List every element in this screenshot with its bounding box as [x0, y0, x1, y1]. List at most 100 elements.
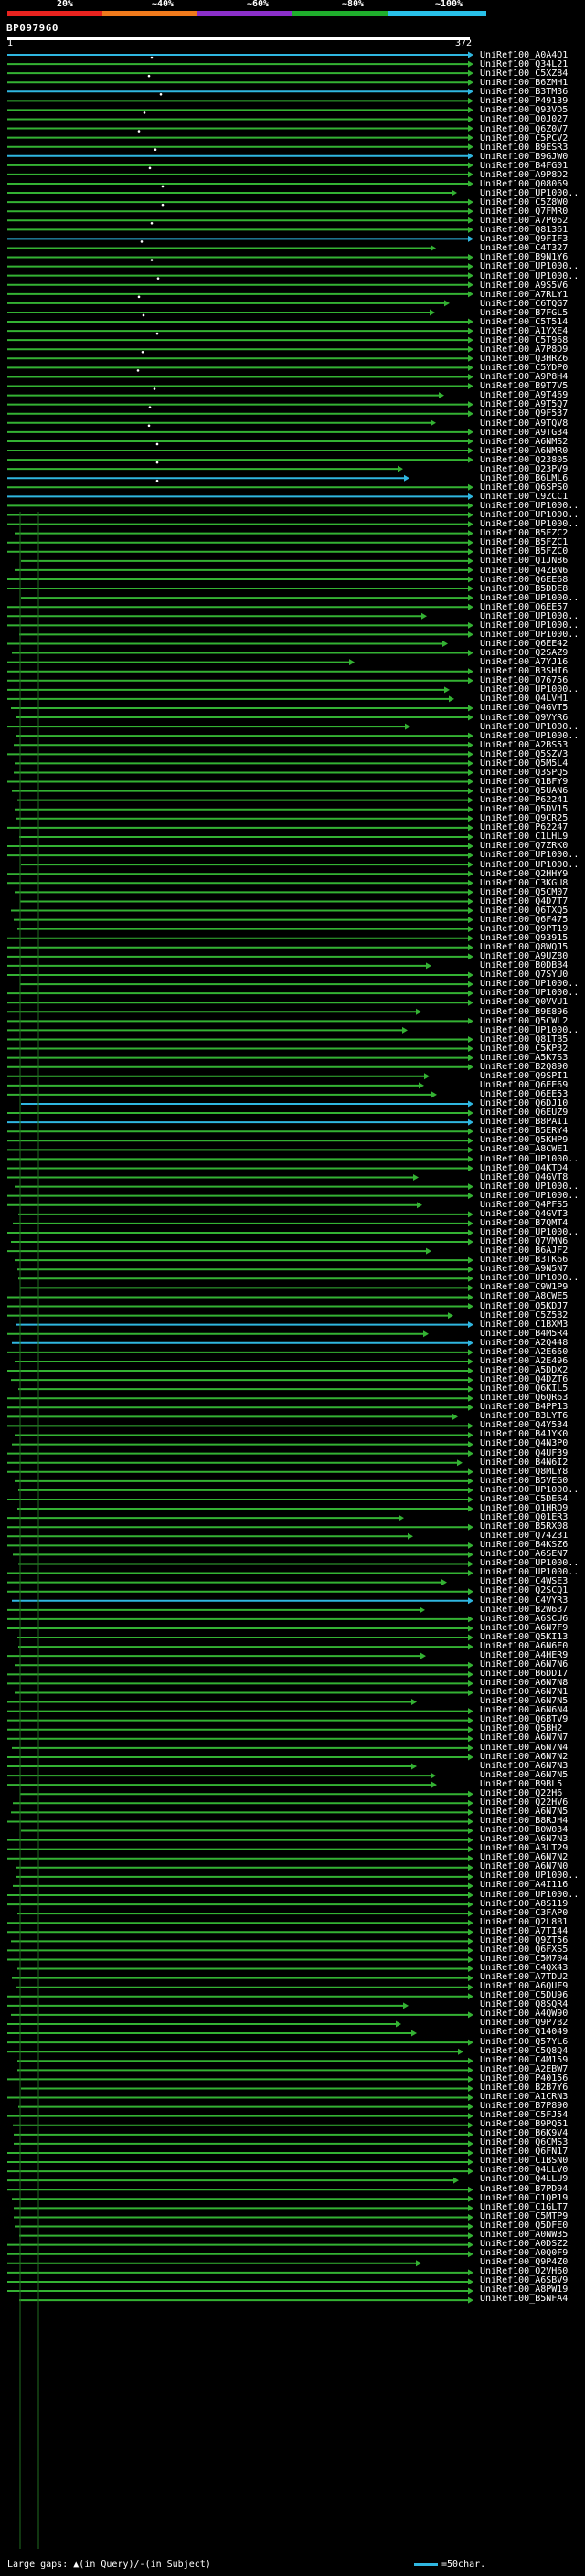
hit-id-label[interactable]: UniRef100_A6N6N4: [480, 1706, 569, 1716]
hit-id-label[interactable]: UniRef100_UP1000..: [480, 630, 580, 640]
hit-id-label[interactable]: UniRef100_A6N6E0: [480, 1641, 569, 1651]
hit-id-label[interactable]: UniRef100_C5Z8W0: [480, 198, 569, 207]
hit-id-label[interactable]: UniRef100_A7YJ16: [480, 658, 569, 668]
hit-id-label[interactable]: UniRef100_C1QP19: [480, 2193, 569, 2203]
hit-id-label[interactable]: UniRef100_Q6FN17: [480, 2147, 569, 2157]
hit-id-label[interactable]: UniRef100_Q7FMR0: [480, 207, 569, 217]
hit-id-label[interactable]: UniRef100_A0Q0F9: [480, 2248, 569, 2258]
hit-id-label[interactable]: UniRef100_B4M5R4: [480, 1329, 569, 1339]
hit-id-label[interactable]: UniRef100_A6N7F9: [480, 1623, 569, 1633]
hit-id-label[interactable]: UniRef100_C5YDP0: [480, 364, 569, 374]
hit-id-label[interactable]: UniRef100_C5T968: [480, 335, 569, 345]
hit-id-label[interactable]: UniRef100_Q6TXQ5: [480, 906, 569, 916]
hit-id-label[interactable]: UniRef100_Q9CR25: [480, 814, 569, 824]
hit-id-label[interactable]: UniRef100_Q14049: [480, 2028, 569, 2038]
hit-id-label[interactable]: UniRef100_B6K9V4: [480, 2129, 569, 2139]
hit-id-label[interactable]: UniRef100_C1BSN0: [480, 2157, 569, 2167]
hit-id-label[interactable]: UniRef100_C1LHL9: [480, 832, 569, 843]
hit-id-label[interactable]: UniRef100_Q0VVU1: [480, 998, 569, 1008]
hit-id-label[interactable]: UniRef100_C4WSE3: [480, 1577, 569, 1587]
hit-id-label[interactable]: UniRef100_Q01ER3: [480, 1512, 569, 1522]
hit-id-label[interactable]: UniRef100_Q6EE68: [480, 575, 569, 585]
hit-id-label[interactable]: UniRef100_UP1000..: [480, 1871, 580, 1882]
hit-id-label[interactable]: UniRef100_A9T469: [480, 391, 569, 401]
hit-id-label[interactable]: UniRef100_Q9P4Z0: [480, 2258, 569, 2267]
hit-id-label[interactable]: UniRef100_C5M704: [480, 1954, 569, 1964]
hit-id-label[interactable]: UniRef100_Q81361: [480, 226, 569, 236]
hit-id-label[interactable]: UniRef100_B9ESR3: [480, 143, 569, 153]
hit-id-label[interactable]: UniRef100_P62241: [480, 796, 569, 806]
hit-id-label[interactable]: UniRef100_A6QUF9: [480, 1982, 569, 1992]
hit-id-label[interactable]: UniRef100_A2EBW7: [480, 2064, 569, 2074]
hit-id-label[interactable]: UniRef100_Q4N3P0: [480, 1439, 569, 1449]
hit-id-label[interactable]: UniRef100_Q1HRQ9: [480, 1503, 569, 1513]
hit-id-label[interactable]: UniRef100_Q4GVT3: [480, 1209, 569, 1219]
hit-id-label[interactable]: UniRef100_Q4D7T7: [480, 896, 569, 906]
hit-id-label[interactable]: UniRef100_Q3SPQ5: [480, 768, 569, 778]
hit-id-label[interactable]: UniRef100_Q81TB5: [480, 1034, 569, 1044]
hit-id-label[interactable]: UniRef100_B9N1Y6: [480, 253, 569, 263]
hit-id-label[interactable]: UniRef100_Q3HRZ6: [480, 355, 569, 365]
hit-id-label[interactable]: UniRef100_B4PP13: [480, 1403, 569, 1413]
hit-id-label[interactable]: UniRef100_B6DD17: [480, 1670, 569, 1679]
hit-id-label[interactable]: UniRef100_Q6EE53: [480, 1090, 569, 1100]
hit-id-label[interactable]: UniRef100_Q7ZRK0: [480, 842, 569, 852]
hit-id-label[interactable]: UniRef100_A9S5V6: [480, 281, 569, 291]
hit-id-label[interactable]: UniRef100_Q4KTD4: [480, 1163, 569, 1173]
hit-id-label[interactable]: UniRef100_A6SBV9: [480, 2276, 569, 2286]
hit-id-label[interactable]: UniRef100_Q6F475: [480, 915, 569, 925]
hit-id-label[interactable]: UniRef100_B3TK66: [480, 1256, 569, 1266]
hit-id-label[interactable]: UniRef100_UP1000..: [480, 611, 580, 621]
hit-id-label[interactable]: UniRef100_UP1000..: [480, 511, 580, 521]
hit-id-label[interactable]: UniRef100_A6N7N5: [480, 1807, 569, 1817]
hit-id-label[interactable]: UniRef100_Q6QR63: [480, 1394, 569, 1404]
hit-id-label[interactable]: UniRef100_A9T5Q7: [480, 400, 569, 410]
hit-id-label[interactable]: UniRef100_B6AJF2: [480, 1246, 569, 1256]
hit-id-label[interactable]: UniRef100_B5RX08: [480, 1522, 569, 1532]
hit-id-label[interactable]: UniRef100_B4KSZ6: [480, 1541, 569, 1551]
hit-id-label[interactable]: UniRef100_Q6CMS3: [480, 2138, 569, 2148]
hit-id-label[interactable]: UniRef100_C5KP32: [480, 1044, 569, 1054]
hit-id-label[interactable]: UniRef100_A9TG34: [480, 428, 569, 438]
hit-id-label[interactable]: UniRef100_Q6EUZ9: [480, 1108, 569, 1118]
hit-id-label[interactable]: UniRef100_Q22HV6: [480, 1797, 569, 1807]
hit-id-label[interactable]: UniRef100_C1BXM3: [480, 1320, 569, 1330]
hit-id-label[interactable]: UniRef100_B3TM36: [480, 88, 569, 98]
hit-id-label[interactable]: UniRef100_Q2SCQ1: [480, 1586, 569, 1596]
hit-id-label[interactable]: UniRef100_A9TQV8: [480, 419, 569, 429]
hit-id-label[interactable]: UniRef100_A0NW35: [480, 2230, 569, 2240]
hit-id-label[interactable]: UniRef100_Q93915: [480, 934, 569, 943]
hit-id-label[interactable]: UniRef100_C5DU96: [480, 1991, 569, 2001]
hit-id-label[interactable]: UniRef100_B4N6I2: [480, 1458, 569, 1468]
hit-id-label[interactable]: UniRef100_UP1000..: [480, 1568, 580, 1578]
hit-id-label[interactable]: UniRef100_Q93VD5: [480, 106, 569, 116]
hit-id-label[interactable]: UniRef100_Q5DV15: [480, 805, 569, 815]
hit-id-label[interactable]: UniRef100_A2E660: [480, 1347, 569, 1357]
hit-id-label[interactable]: UniRef100_B7P890: [480, 2101, 569, 2111]
hit-id-label[interactable]: UniRef100_Q6DJ10: [480, 1099, 569, 1109]
hit-id-label[interactable]: UniRef100_B5ERY4: [480, 1127, 569, 1137]
hit-id-label[interactable]: UniRef100_C5MTP9: [480, 2211, 569, 2221]
hit-id-label[interactable]: UniRef100_Q5DFE0: [480, 2221, 569, 2231]
hit-id-label[interactable]: UniRef100_P62247: [480, 823, 569, 833]
hit-id-label[interactable]: UniRef100_UP1000..: [480, 1559, 580, 1569]
hit-id-label[interactable]: UniRef100_B6ZMH1: [480, 79, 569, 89]
hit-id-label[interactable]: UniRef100_B9GJW0: [480, 152, 569, 162]
hit-id-label[interactable]: UniRef100_Q8WQJ5: [480, 943, 569, 953]
hit-id-label[interactable]: UniRef100_Q34L21: [480, 60, 569, 70]
hit-id-label[interactable]: UniRef100_Q9P7B2: [480, 2019, 569, 2029]
hit-id-label[interactable]: UniRef100_C6TQG7: [480, 299, 569, 309]
hit-id-label[interactable]: UniRef100_A6NMS2: [480, 437, 569, 447]
hit-id-label[interactable]: UniRef100_C3KGU8: [480, 878, 569, 888]
hit-id-label[interactable]: UniRef100_A6NMR0: [480, 446, 569, 456]
hit-id-label[interactable]: UniRef100_C5Q8Q4: [480, 2046, 569, 2056]
hit-id-label[interactable]: UniRef100_A6N7N2: [480, 1752, 569, 1762]
hit-id-label[interactable]: UniRef100_B5FZC0: [480, 547, 569, 557]
hit-id-label[interactable]: UniRef100_Q4DZT6: [480, 1375, 569, 1384]
hit-id-label[interactable]: UniRef100_A1YXE4: [480, 326, 569, 336]
hit-id-label[interactable]: UniRef100_B5FZC2: [480, 529, 569, 539]
hit-id-label[interactable]: UniRef100_A9UZ80: [480, 952, 569, 962]
hit-id-label[interactable]: UniRef100_A6N7N1: [480, 1688, 569, 1698]
hit-id-label[interactable]: UniRef100_A7TI44: [480, 1926, 569, 1936]
hit-id-label[interactable]: UniRef100_A3LT29: [480, 1844, 569, 1854]
